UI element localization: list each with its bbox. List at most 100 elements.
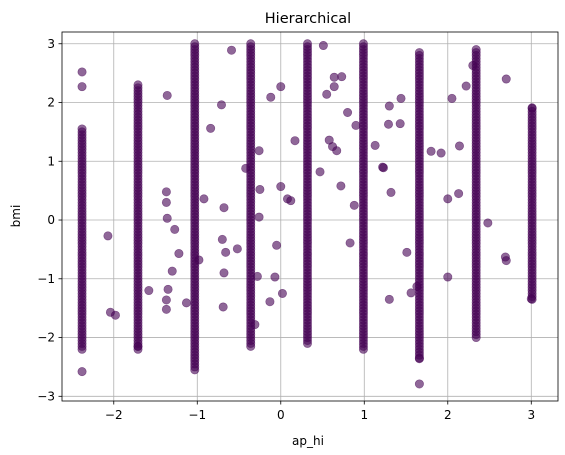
data-point: [402, 247, 412, 257]
data-point: [170, 224, 180, 234]
data-point: [162, 213, 172, 223]
data-point: [526, 294, 536, 304]
data-point: [194, 255, 204, 265]
y-tick-label: 2: [47, 96, 55, 110]
data-point: [167, 266, 177, 276]
data-point: [77, 124, 87, 134]
data-point: [161, 304, 171, 314]
data-point: [329, 82, 339, 92]
data-point: [77, 67, 87, 77]
data-point: [414, 354, 424, 364]
data-point: [471, 45, 481, 55]
data-point: [241, 163, 251, 173]
data-points: [77, 39, 537, 389]
data-point: [161, 187, 171, 197]
data-point: [216, 100, 226, 110]
data-point: [246, 39, 256, 49]
data-point: [345, 238, 355, 248]
data-point: [250, 320, 260, 330]
data-point: [302, 39, 312, 49]
x-axis-ticks: −2 −1 0 1 2 3: [105, 401, 535, 422]
data-point: [527, 103, 537, 113]
x-tick-label: 0: [277, 408, 285, 422]
data-point: [276, 182, 286, 192]
data-point: [110, 310, 120, 320]
data-point: [384, 294, 394, 304]
data-point: [133, 80, 143, 90]
data-point: [461, 81, 471, 91]
data-point: [412, 281, 422, 291]
y-tick-label: −1: [37, 272, 55, 286]
y-axis-ticks: −3 −2 −1 0 1 2 3: [37, 37, 62, 403]
data-point: [254, 146, 264, 156]
data-point: [199, 194, 209, 204]
data-point: [286, 196, 296, 206]
data-point: [161, 295, 171, 305]
data-point: [315, 167, 325, 177]
x-axis-label: ap_hi: [292, 434, 324, 448]
y-tick-label: 3: [47, 37, 55, 51]
data-point: [501, 256, 511, 266]
data-point: [217, 234, 227, 244]
x-tick-label: −2: [105, 408, 123, 422]
data-point: [329, 72, 339, 82]
data-point: [272, 240, 282, 250]
data-point: [255, 184, 265, 194]
data-point: [443, 194, 453, 204]
data-point: [384, 101, 394, 111]
data-point: [270, 272, 280, 282]
data-point: [349, 200, 359, 210]
data-point: [414, 48, 424, 58]
data-point: [266, 92, 276, 102]
data-point: [351, 120, 361, 130]
data-point: [337, 72, 347, 82]
data-point: [77, 82, 87, 92]
data-point: [232, 244, 242, 254]
data-point: [468, 60, 478, 70]
data-point: [336, 181, 346, 191]
data-point: [322, 89, 332, 99]
data-point: [161, 197, 171, 207]
data-point: [386, 187, 396, 197]
data-point: [219, 268, 229, 278]
data-point: [406, 288, 416, 298]
data-point: [163, 284, 173, 294]
data-point: [133, 341, 143, 351]
data-point: [370, 140, 380, 150]
data-point: [414, 379, 424, 389]
y-tick-label: −3: [37, 389, 55, 403]
y-tick-label: −2: [37, 331, 55, 345]
data-point: [447, 93, 457, 103]
data-point: [332, 146, 342, 156]
data-point: [395, 119, 405, 129]
data-point: [190, 39, 200, 49]
data-point: [77, 367, 87, 377]
data-point: [396, 93, 406, 103]
data-point: [383, 119, 393, 129]
data-point: [277, 288, 287, 298]
data-point: [103, 231, 113, 241]
data-point: [454, 189, 464, 199]
x-tick-label: 3: [527, 408, 535, 422]
data-point: [454, 141, 464, 151]
data-point: [162, 90, 172, 100]
data-point: [254, 212, 264, 222]
chart-title: Hierarchical: [265, 11, 351, 27]
x-tick-label: 1: [360, 408, 368, 422]
data-point: [426, 146, 436, 156]
data-point: [290, 136, 300, 146]
plot-frame: [61, 31, 559, 402]
data-point: [378, 162, 388, 172]
data-point: [501, 74, 511, 84]
data-point: [218, 302, 228, 312]
data-point: [181, 298, 191, 308]
data-point: [206, 123, 216, 133]
data-point: [343, 108, 353, 118]
data-point: [265, 297, 275, 307]
y-tick-label: 0: [47, 213, 55, 227]
y-axis-label: bmi: [9, 205, 23, 228]
data-point: [318, 41, 328, 51]
data-point: [221, 247, 231, 257]
